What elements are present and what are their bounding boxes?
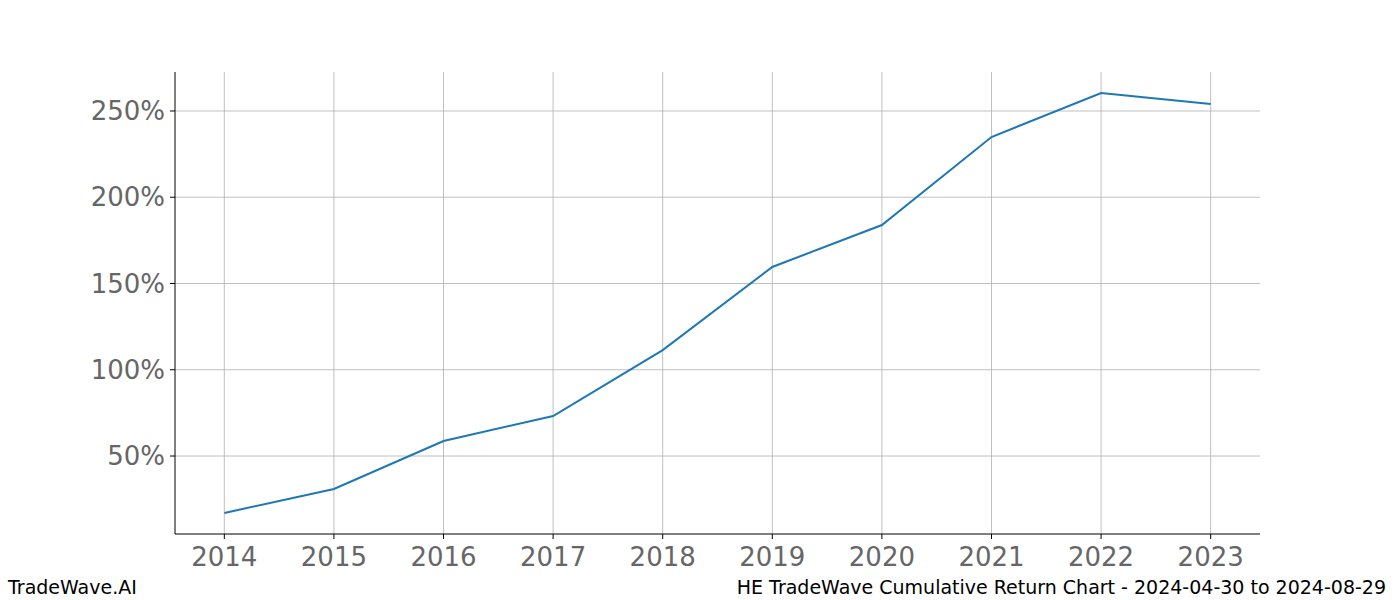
grid xyxy=(175,72,1260,534)
y-tick xyxy=(170,110,175,111)
y-tick-label: 100% xyxy=(91,355,165,385)
y-grid-line xyxy=(175,110,1260,111)
x-grid-line xyxy=(1210,72,1211,534)
x-tick xyxy=(333,534,334,539)
y-tick-label: 150% xyxy=(91,269,165,299)
x-grid-line xyxy=(662,72,663,534)
title: HE TradeWave Cumulative Return Chart - 2… xyxy=(737,576,1386,598)
y-grid-line xyxy=(175,197,1260,198)
x-tick-label: 2015 xyxy=(301,542,367,572)
x-tick xyxy=(991,534,992,539)
y-tick xyxy=(170,197,175,198)
x-grid-line xyxy=(881,72,882,534)
x-tick-label: 2017 xyxy=(520,542,586,572)
x-tick-label: 2023 xyxy=(1178,542,1244,572)
x-tick-label: 2018 xyxy=(630,542,696,572)
x-grid-line xyxy=(553,72,554,534)
x-tick-label: 2019 xyxy=(739,542,805,572)
y-tick xyxy=(170,369,175,370)
x-grid-line xyxy=(224,72,225,534)
x-tick-label: 2014 xyxy=(191,542,257,572)
x-tick-label: 2021 xyxy=(958,542,1024,572)
x-tick xyxy=(1101,534,1102,539)
chart: 2014 2015 2016 2017 2018 2019 2020 2021 2022 2023… xyxy=(0,0,1400,600)
y-grid-line xyxy=(175,283,1260,284)
x-grid-line xyxy=(333,72,334,534)
y-tick xyxy=(170,283,175,284)
x-grid-line xyxy=(991,72,992,534)
x-tick xyxy=(553,534,554,539)
x-tick xyxy=(881,534,882,539)
x-tick-label: 2020 xyxy=(849,542,915,572)
y-axis-line xyxy=(175,72,176,534)
x-tick xyxy=(662,534,663,539)
x-tick-label: 2016 xyxy=(410,542,476,572)
y-grid-line xyxy=(175,456,1260,457)
y-grid-line xyxy=(175,369,1260,370)
y-tick-label: 50% xyxy=(107,441,165,471)
y-tick-label: 200% xyxy=(91,182,165,212)
watermark: TradeWave.AI xyxy=(7,576,137,598)
x-grid-line xyxy=(1101,72,1102,534)
x-tick xyxy=(224,534,225,539)
x-grid-line xyxy=(443,72,444,534)
plot-area xyxy=(224,93,1210,513)
x-grid-line xyxy=(772,72,773,534)
series-line xyxy=(224,93,1210,513)
y-tick xyxy=(170,456,175,457)
x-tick xyxy=(443,534,444,539)
x-tick-label: 2022 xyxy=(1068,542,1134,572)
x-tick xyxy=(772,534,773,539)
x-axis-line xyxy=(175,534,1260,535)
y-tick-label: 250% xyxy=(91,96,165,126)
x-tick xyxy=(1210,534,1211,539)
